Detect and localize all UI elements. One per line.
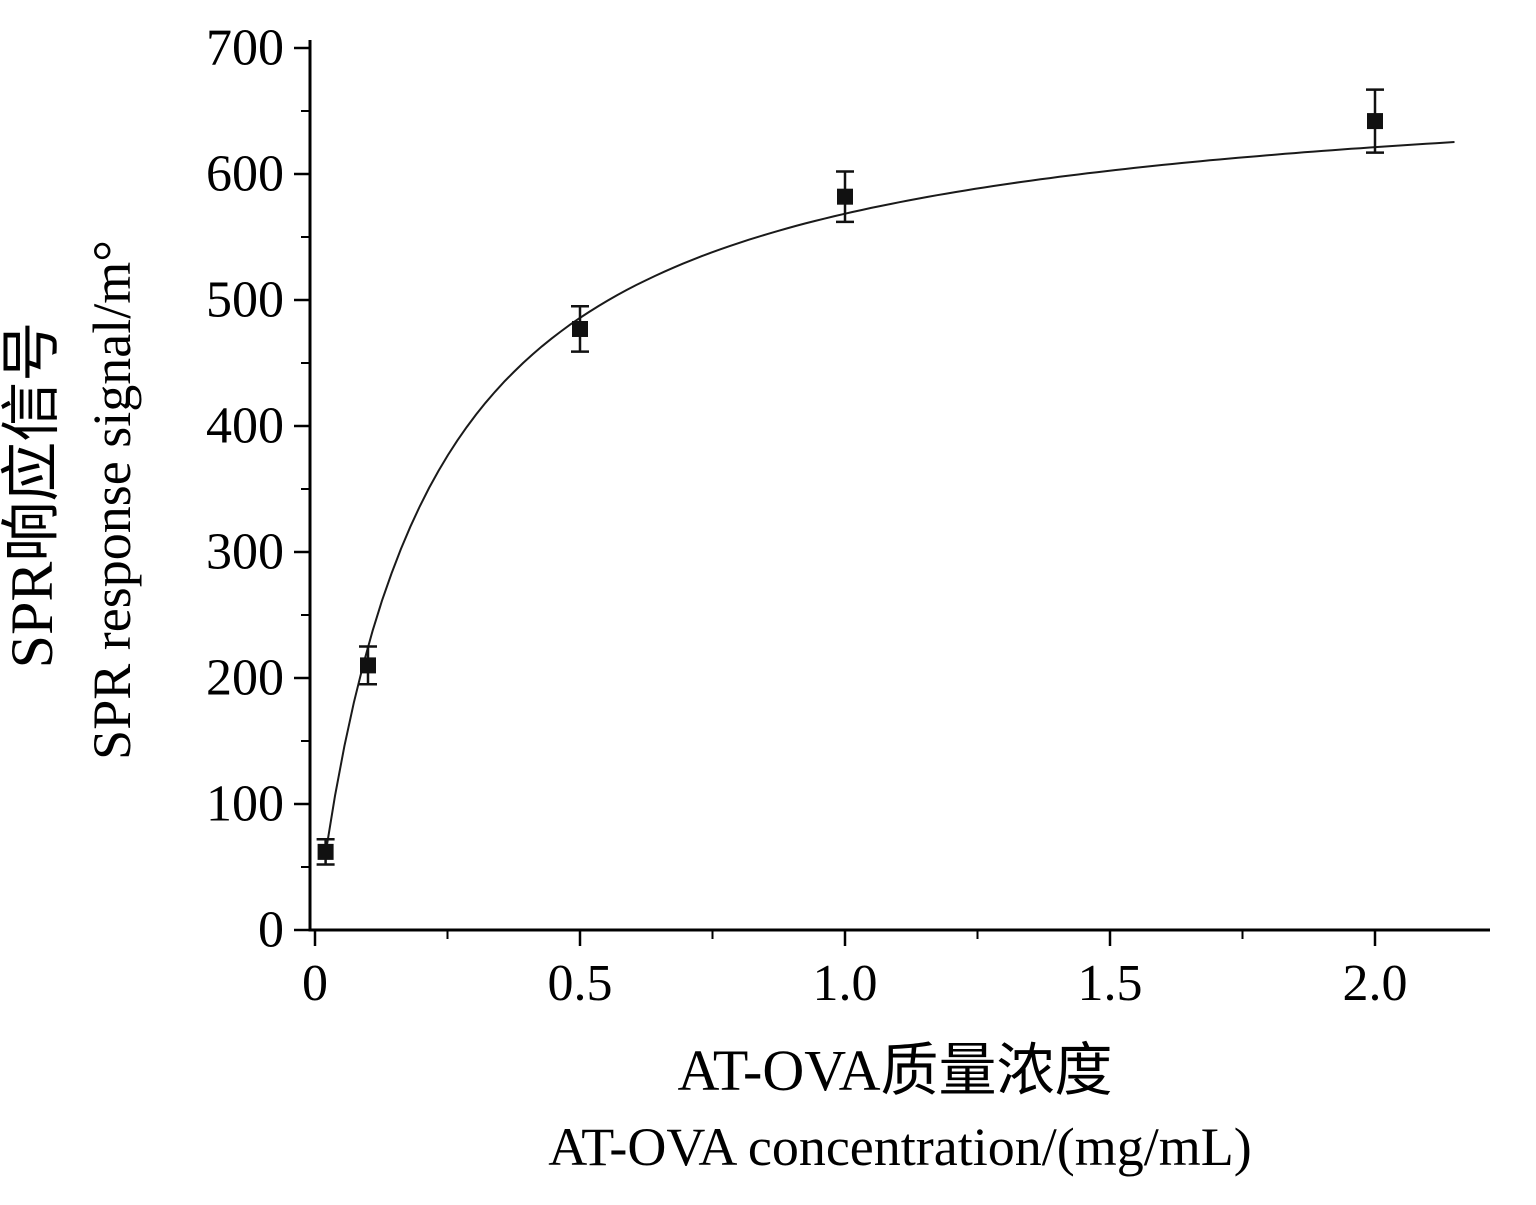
fit-curve bbox=[324, 141, 1455, 854]
x-tick-label: 0 bbox=[302, 955, 328, 1012]
y-axis-title-en: SPR response signal/m° bbox=[82, 240, 142, 760]
x-tick-label: 0.5 bbox=[548, 955, 613, 1012]
axis-titles: SPR响应信号 SPR response signal/m° AT-OVA质量浓度 A… bbox=[0, 240, 1252, 1177]
x-axis-title-en: AT-OVA concentration/(mg/mL) bbox=[548, 1117, 1251, 1177]
y-tick-label: 100 bbox=[206, 776, 284, 833]
y-tick-label: 500 bbox=[206, 272, 284, 329]
y-tick-label: 300 bbox=[206, 524, 284, 581]
square-marker bbox=[360, 657, 376, 674]
y-tick-label: 0 bbox=[258, 902, 284, 959]
y-tick-label: 600 bbox=[206, 146, 284, 203]
square-marker bbox=[317, 843, 334, 860]
y-tick-label: 400 bbox=[206, 398, 284, 455]
axes bbox=[308, 40, 1490, 932]
square-marker bbox=[837, 188, 853, 205]
square-marker bbox=[1367, 113, 1383, 130]
y-axis-title-zh: SPR响应信号 bbox=[0, 322, 65, 669]
x-tick-label: 1.0 bbox=[813, 955, 878, 1012]
data-point bbox=[836, 170, 854, 224]
data-point bbox=[571, 305, 589, 353]
x-axis-title-zh: AT-OVA质量浓度 bbox=[677, 1038, 1112, 1103]
y-tick-label: 200 bbox=[206, 650, 284, 707]
y-axis-ticks: 0 100 200 300 400 500 600 700 bbox=[206, 20, 310, 959]
x-axis-ticks: 0 0.5 1.0 1.5 2.0 bbox=[302, 930, 1408, 1012]
x-tick-label: 2.0 bbox=[1343, 955, 1408, 1012]
data-point bbox=[1366, 88, 1384, 154]
data-point bbox=[359, 645, 377, 686]
x-tick-label: 1.5 bbox=[1078, 955, 1143, 1012]
y-tick-label: 700 bbox=[206, 20, 284, 77]
data-point bbox=[316, 838, 335, 866]
data-points bbox=[316, 88, 1384, 866]
square-marker bbox=[572, 320, 588, 337]
